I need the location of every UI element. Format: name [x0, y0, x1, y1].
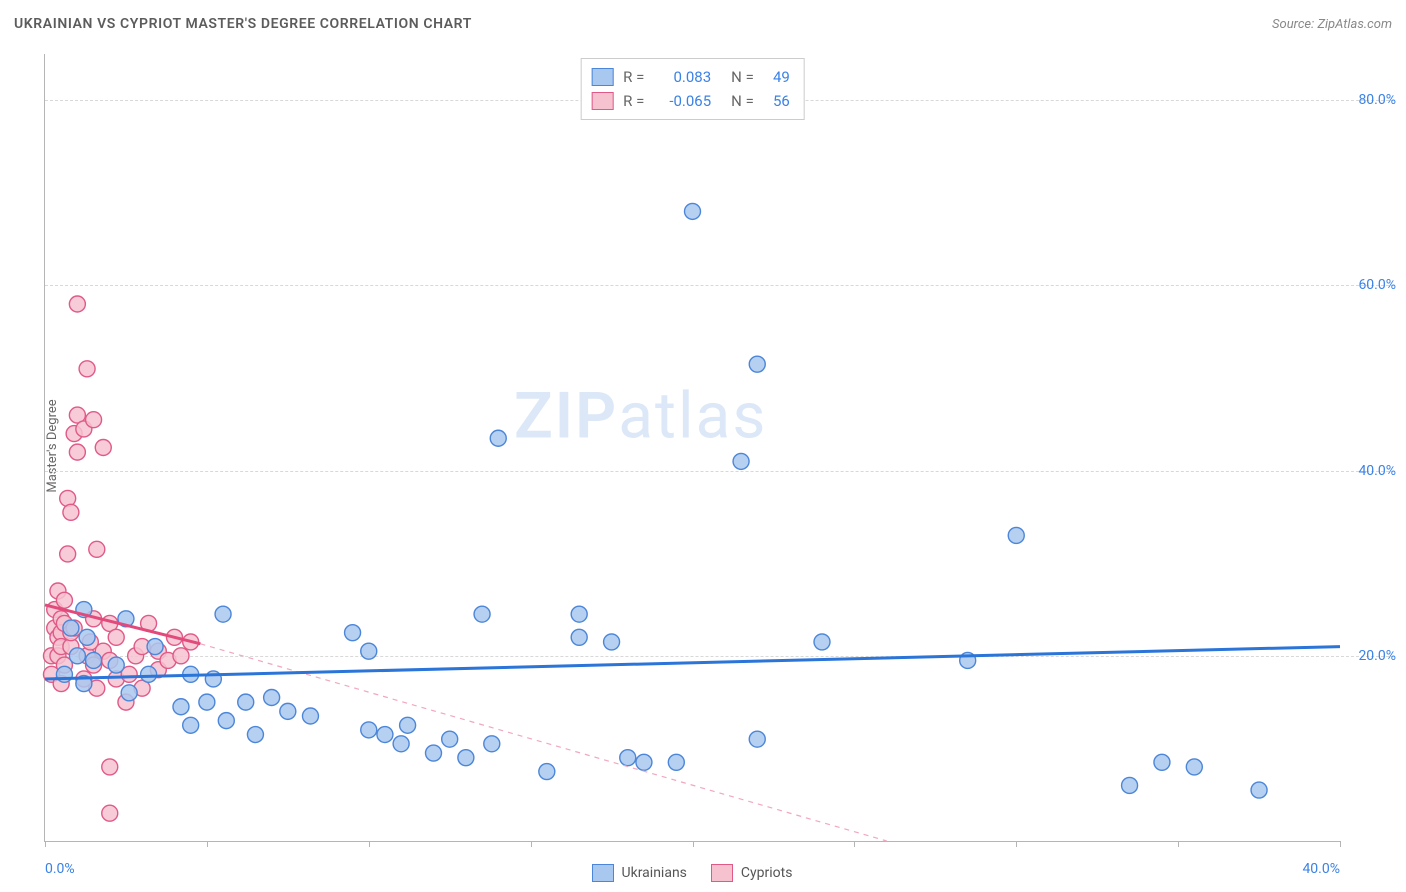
xtick: [369, 841, 370, 847]
stat-r-value: -0.065: [655, 92, 711, 110]
trend-line: [45, 647, 1340, 679]
pink-swatch-icon: [711, 864, 733, 882]
xtick: [854, 841, 855, 847]
stats-legend-box: R = 0.083 N = 49 R = -0.065 N = 56: [580, 58, 805, 120]
plot-area: ZIPatlas R =0.083N =49R =-0.065N =56 20.…: [44, 54, 1340, 842]
stat-r-value: 0.083: [655, 68, 711, 86]
legend-bottom: Ukrainians Cypriots: [44, 864, 1340, 882]
chart-title: UKRAINIAN VS CYPRIOT MASTER'S DEGREE COR…: [14, 16, 472, 32]
blue-swatch-icon: [591, 68, 613, 86]
trend-line: [45, 605, 200, 644]
plot-frame: ZIPatlas R =0.083N =49R =-0.065N =56 20.…: [44, 54, 1340, 842]
legend-item: Cypriots: [711, 864, 793, 882]
stats-row: R = 0.083 N = 49: [591, 65, 790, 89]
trend-lines-layer: [45, 54, 1340, 841]
stat-n-value: 56: [764, 92, 790, 110]
stat-n-label: N =: [731, 92, 754, 110]
stats-row: R = -0.065 N = 56: [591, 89, 790, 113]
xtick: [1178, 841, 1179, 847]
xtick: [693, 841, 694, 847]
legend-label: Cypriots: [741, 865, 793, 881]
stat-n-label: N =: [731, 68, 754, 86]
stat-n-value: 49: [764, 68, 790, 86]
xtick: [45, 841, 46, 847]
legend-label: Ukrainians: [622, 865, 687, 881]
ytick-label: 20.0%: [1344, 648, 1396, 664]
xtick: [207, 841, 208, 847]
xtick: [1016, 841, 1017, 847]
xtick: [531, 841, 532, 847]
blue-swatch-icon: [592, 864, 614, 882]
stat-r-label: R =: [623, 68, 645, 86]
pink-swatch-icon: [591, 92, 613, 110]
ytick-label: 40.0%: [1344, 463, 1396, 479]
source-name: ZipAtlas.com: [1317, 17, 1392, 32]
source-label: Source: ZipAtlas.com: [1272, 17, 1392, 32]
xtick: [1340, 841, 1341, 847]
legend-item: Ukrainians: [592, 864, 687, 882]
stat-r-label: R =: [623, 92, 645, 110]
ytick-label: 60.0%: [1344, 277, 1396, 293]
ytick-label: 80.0%: [1344, 92, 1396, 108]
source-prefix: Source:: [1272, 17, 1317, 32]
